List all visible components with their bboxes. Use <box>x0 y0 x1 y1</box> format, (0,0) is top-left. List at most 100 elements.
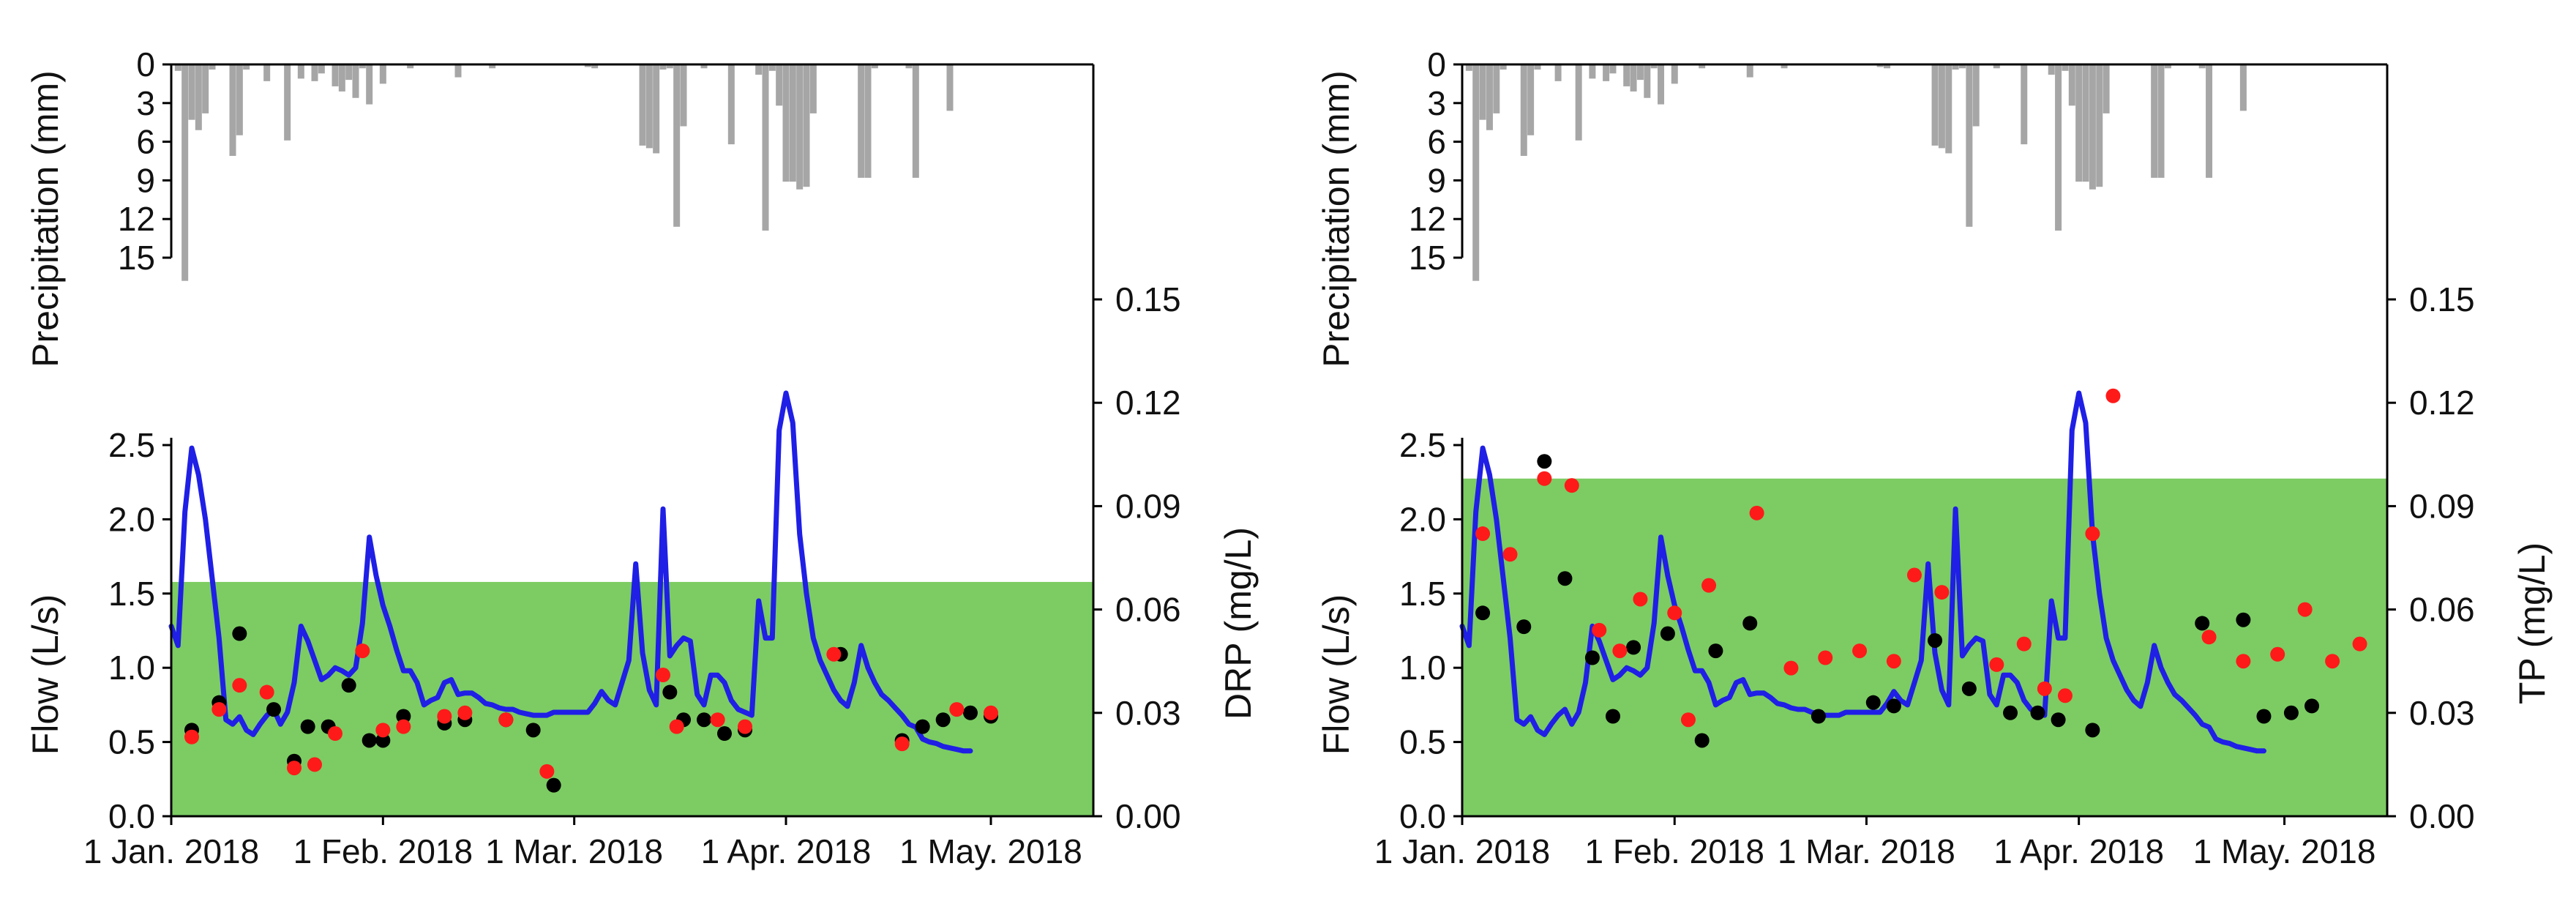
precipitation-bar <box>680 64 687 127</box>
x-tick-label: 1 Apr. 2018 <box>1993 832 2164 870</box>
red-point <box>1564 478 1579 493</box>
precipitation-bar <box>2151 64 2158 178</box>
precipitation-bar <box>1609 64 1617 74</box>
precip-tick-label: 15 <box>1409 239 1446 277</box>
precipitation-bar <box>1699 64 1706 69</box>
conc-tick-label: 0.12 <box>2409 384 2475 422</box>
precipitation-bar <box>2062 64 2069 71</box>
precipitation-bar <box>659 64 667 70</box>
precipitation-bar <box>263 64 271 81</box>
red-point <box>232 678 247 693</box>
precipitation-bar <box>489 64 496 69</box>
black-point <box>341 678 356 693</box>
red-point <box>710 712 725 728</box>
precip-tick-label: 12 <box>1409 200 1446 238</box>
precipitation-bar <box>768 64 776 71</box>
red-point <box>1680 712 1696 728</box>
precip-tick-label: 6 <box>1427 123 1446 161</box>
black-point <box>1811 709 1826 724</box>
precipitation-bar <box>584 64 591 67</box>
conc-tick-label: 0.06 <box>2409 591 2475 629</box>
precipitation-bar <box>1746 64 1753 78</box>
red-point <box>2325 654 2340 669</box>
red-point <box>894 736 910 752</box>
x-tick-label: 1 May. 2018 <box>2193 832 2376 870</box>
precipitation-bar <box>236 64 243 135</box>
conc-tick-label: 0.09 <box>2409 487 2475 525</box>
x-tick-label: 1 Feb. 2018 <box>293 832 473 870</box>
precipitation-bar <box>1884 64 1891 69</box>
red-point <box>1989 657 2004 672</box>
precipitation-bar <box>229 64 236 156</box>
red-point <box>1537 471 1552 486</box>
black-point <box>2085 723 2100 738</box>
precipitation-bar <box>1958 64 1966 69</box>
precipitation-bar <box>912 64 919 178</box>
flow-tick-label: 2.0 <box>108 500 155 538</box>
precipitation-bar <box>407 64 414 69</box>
precipitation-bar <box>645 64 653 149</box>
precipitation-bar <box>2096 64 2103 187</box>
x-tick-label: 1 May. 2018 <box>899 832 1082 870</box>
black-point <box>2283 705 2299 720</box>
precipitation-bar <box>352 64 359 98</box>
conc-tick-label: 0.03 <box>2409 694 2475 732</box>
precipitation-bar <box>1972 64 1980 127</box>
black-point <box>1742 616 1758 631</box>
precipitation-bar <box>673 64 681 227</box>
precipitation-bar <box>202 64 209 113</box>
red-point <box>328 726 342 742</box>
conc-tick-label: 0.12 <box>1115 384 1181 422</box>
precipitation-bar <box>1876 64 1884 67</box>
red-point <box>656 668 670 683</box>
conc-tick-label: 0.03 <box>1115 694 1181 732</box>
precipitation-bar <box>700 64 708 69</box>
x-tick-label: 1 Feb. 2018 <box>1584 832 1764 870</box>
precipitation-bar <box>1603 64 1610 81</box>
red-point <box>396 719 411 734</box>
flow-axis-title: Flow (L/s) <box>1316 594 1357 755</box>
black-point <box>1865 695 1881 710</box>
precipitation-bar <box>1534 64 1541 70</box>
flow-tick-label: 1.5 <box>108 575 155 613</box>
black-point <box>1694 733 1710 748</box>
precipitation-bar <box>755 64 763 75</box>
precipitation-bar <box>796 64 804 190</box>
red-point <box>1886 654 1901 669</box>
x-tick-label: 1 Apr. 2018 <box>701 832 872 870</box>
precipitation-bar <box>1554 64 1562 81</box>
precipitation-bar <box>1938 64 1945 149</box>
x-tick-label: 1 Mar. 2018 <box>485 832 663 870</box>
precipitation-bar <box>2157 64 2165 178</box>
precipitation-bar <box>1650 64 1658 69</box>
precipitation-bar <box>2055 64 2062 231</box>
precip-tick-label: 12 <box>118 200 155 238</box>
flow-tick-label: 1.0 <box>1399 649 1446 687</box>
precipitation-bar <box>653 64 660 154</box>
precip-tick-label: 15 <box>118 239 155 277</box>
black-point <box>1475 605 1491 621</box>
red-point <box>539 764 555 779</box>
conc-tick-label: 0.15 <box>1115 280 1181 318</box>
precipitation-bar <box>1630 64 1637 92</box>
red-point <box>437 709 452 724</box>
precipitation-bar <box>1499 64 1507 70</box>
precipitation-bar <box>1658 64 1665 105</box>
x-tick-label: 1 Jan. 2018 <box>1374 832 1550 870</box>
black-point <box>1605 709 1620 724</box>
red-point <box>2037 681 2052 696</box>
black-point <box>935 712 951 728</box>
flow-tick-label: 2.5 <box>1399 426 1446 464</box>
flow-tick-label: 0.0 <box>1399 797 1446 835</box>
conc-tick-label: 0.15 <box>2409 280 2475 318</box>
black-point <box>2003 705 2018 720</box>
conc-tick-label: 0.00 <box>2409 797 2475 835</box>
precipitation-bar <box>1644 64 1651 98</box>
precipitation-bar <box>1945 64 1952 154</box>
black-point <box>1537 454 1552 469</box>
conc-axis-title: DRP (mg/L) <box>1218 527 1259 720</box>
precipitation-bar <box>1623 64 1630 86</box>
flow-axis-title: Flow (L/s) <box>25 594 66 755</box>
